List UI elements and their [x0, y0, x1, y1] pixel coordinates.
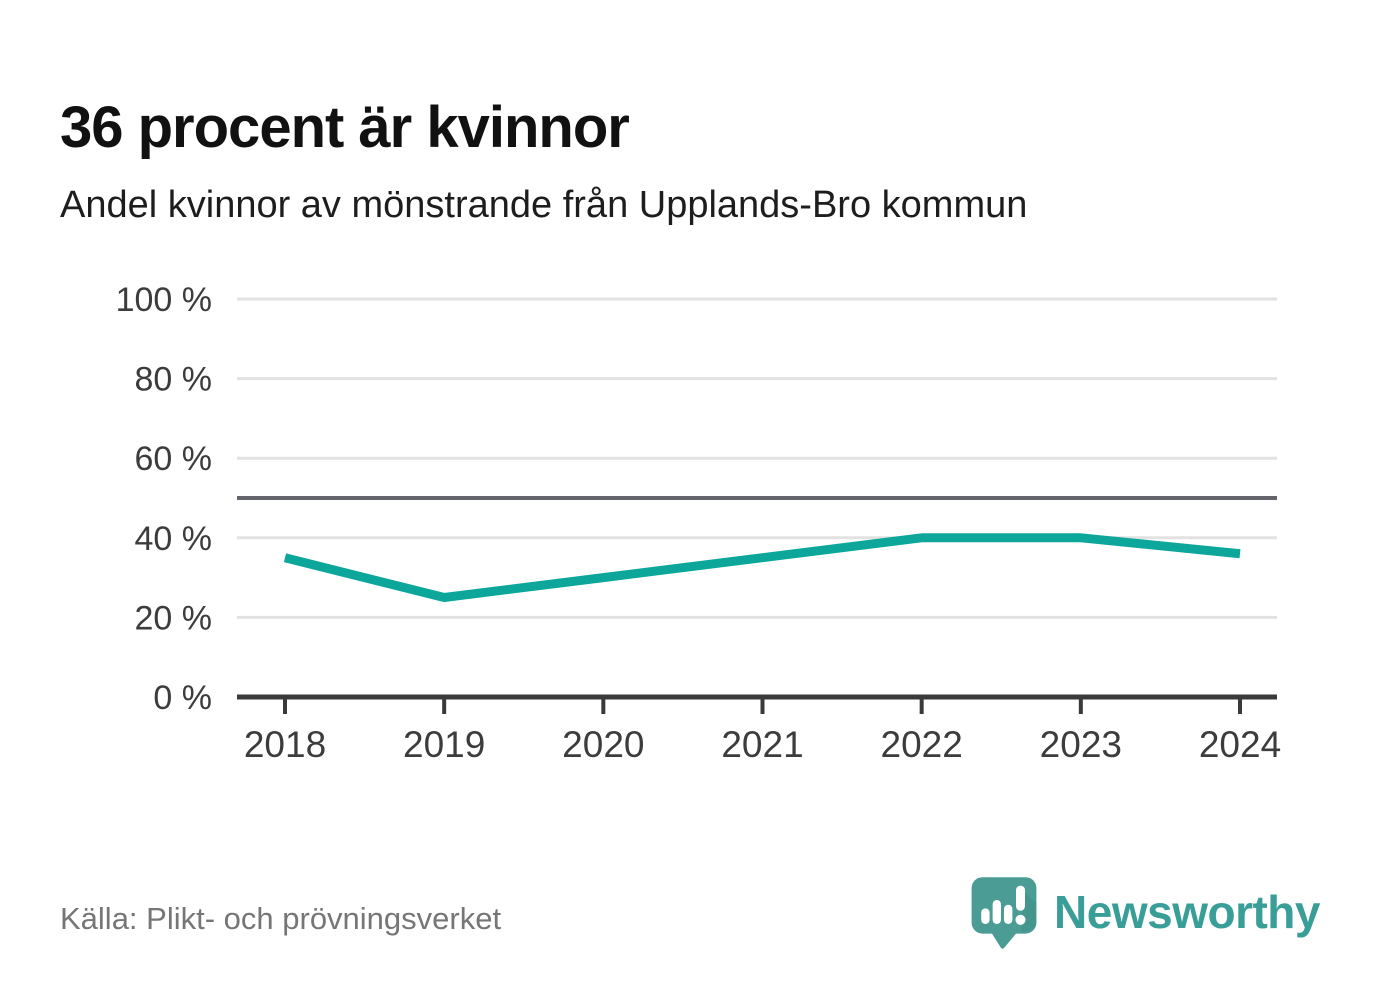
- chart-subtitle: Andel kvinnor av mönstrande från Uppland…: [60, 184, 1028, 226]
- y-tick-label: 0 %: [153, 679, 212, 717]
- y-tick-label: 100 %: [116, 281, 212, 319]
- x-tick-label: 2021: [721, 724, 803, 765]
- y-tick-label: 20 %: [135, 599, 213, 637]
- x-tick-label: 2018: [244, 724, 326, 765]
- newsworthy-logo-icon: [971, 877, 1037, 949]
- x-tick-label: 2019: [403, 724, 485, 765]
- x-tick-label: 2024: [1199, 724, 1281, 765]
- chart-title: 36 procent är kvinnor: [60, 94, 630, 160]
- y-tick-label: 40 %: [135, 520, 213, 558]
- y-tick-label: 80 %: [135, 361, 213, 399]
- source-note: Källa: Plikt- och prövningsverket: [60, 901, 502, 936]
- x-tick-label: 2020: [562, 724, 644, 765]
- data-line-Andel kvinnor av mönstrande: [283, 533, 1241, 602]
- x-tick-label: 2022: [881, 724, 963, 765]
- y-tick-label: 60 %: [135, 440, 213, 478]
- newsworthy-wordmark: Newsworthy: [1054, 886, 1320, 938]
- x-tick-label: 2023: [1040, 724, 1122, 765]
- newsworthy-logo: Newsworthy: [968, 872, 1320, 952]
